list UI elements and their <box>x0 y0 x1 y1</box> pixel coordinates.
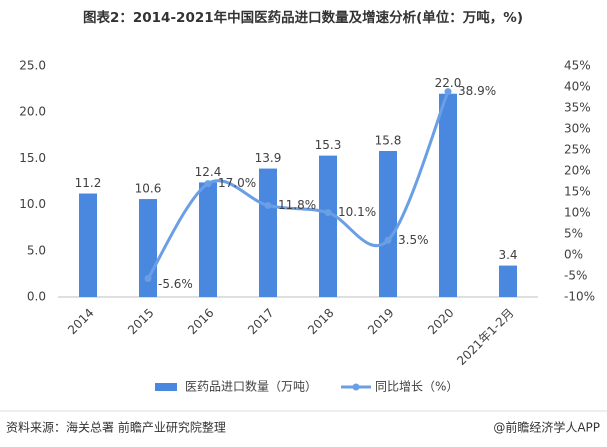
bar <box>139 199 157 297</box>
y2-tick-label: -10% <box>564 290 595 304</box>
y2-tick-label: 40% <box>564 80 591 94</box>
line-point <box>264 201 272 209</box>
bar <box>499 265 517 297</box>
y2-tick-label: 45% <box>564 59 591 73</box>
x-tick-label: 2018 <box>305 306 336 337</box>
line-point <box>144 275 152 283</box>
y-tick-label: 15.0 <box>19 151 46 165</box>
legend-swatch <box>155 383 177 391</box>
x-tick-label: 2019 <box>365 306 396 337</box>
x-tick-label: 2014 <box>65 306 96 337</box>
y-tick-label: 5.0 <box>27 243 46 257</box>
line-value-label: 17.0% <box>218 176 256 190</box>
source: 资料来源：海关总署 前瞻产业研究院整理 <box>6 420 226 435</box>
legend-label: 医药品进口数量（万吨） <box>185 379 317 394</box>
x-tick-label: 2017 <box>245 306 276 337</box>
y-tick-label: 10.0 <box>19 197 46 211</box>
legend-swatch <box>352 383 360 391</box>
bar-value-label: 13.9 <box>255 151 282 165</box>
line <box>146 91 450 280</box>
x-tick-label: 2021年1-2月 <box>454 306 516 368</box>
bar <box>319 155 337 297</box>
bar-value-label: 22.0 <box>435 76 462 90</box>
x-tick-label: 2016 <box>185 306 216 337</box>
line-point <box>324 209 332 217</box>
line-point <box>384 236 392 244</box>
line-value-label: 3.5% <box>398 233 429 247</box>
bar <box>259 168 277 297</box>
line-value-label: 10.1% <box>338 205 376 219</box>
y2-tick-label: 20% <box>564 164 591 178</box>
line-value-label: 11.8% <box>278 198 316 212</box>
y2-tick-label: 30% <box>564 122 591 136</box>
bar-value-label: 15.8 <box>375 134 402 148</box>
bar <box>379 151 397 297</box>
chart-title: 图表2：2014-2021年中国医药品进口数量及增速分析(单位：万吨，%) <box>83 9 523 26</box>
x-tick-label: 2020 <box>425 306 456 337</box>
bar-value-label: 12.4 <box>195 165 222 179</box>
y-tick-label: 25.0 <box>19 59 46 73</box>
line-point <box>204 180 212 188</box>
y-tick-label: 20.0 <box>19 105 46 119</box>
y2-tick-label: 10% <box>564 206 591 220</box>
y2-tick-label: -5% <box>564 269 587 283</box>
bar-value-label: 10.6 <box>135 182 162 196</box>
y2-tick-label: 15% <box>564 185 591 199</box>
line-value-label: -5.6% <box>158 277 193 291</box>
x-tick-label: 2015 <box>125 306 156 337</box>
bar <box>79 193 97 297</box>
y2-tick-label: 25% <box>564 143 591 157</box>
line-point <box>444 88 452 96</box>
line-value-label: 38.9% <box>458 84 496 98</box>
credit: @前瞻经济学人APP <box>493 420 600 435</box>
bar-value-label: 11.2 <box>75 176 102 190</box>
y2-tick-label: 35% <box>564 101 591 115</box>
bar-value-label: 15.3 <box>315 138 342 152</box>
bar <box>439 93 457 297</box>
legend-label: 同比增长（%） <box>375 380 458 394</box>
bar <box>199 182 217 297</box>
y2-tick-label: 5% <box>564 227 583 241</box>
bar-value-label: 3.4 <box>498 248 517 262</box>
y2-tick-label: 0% <box>564 248 583 262</box>
y-tick-label: 0.0 <box>27 290 46 304</box>
